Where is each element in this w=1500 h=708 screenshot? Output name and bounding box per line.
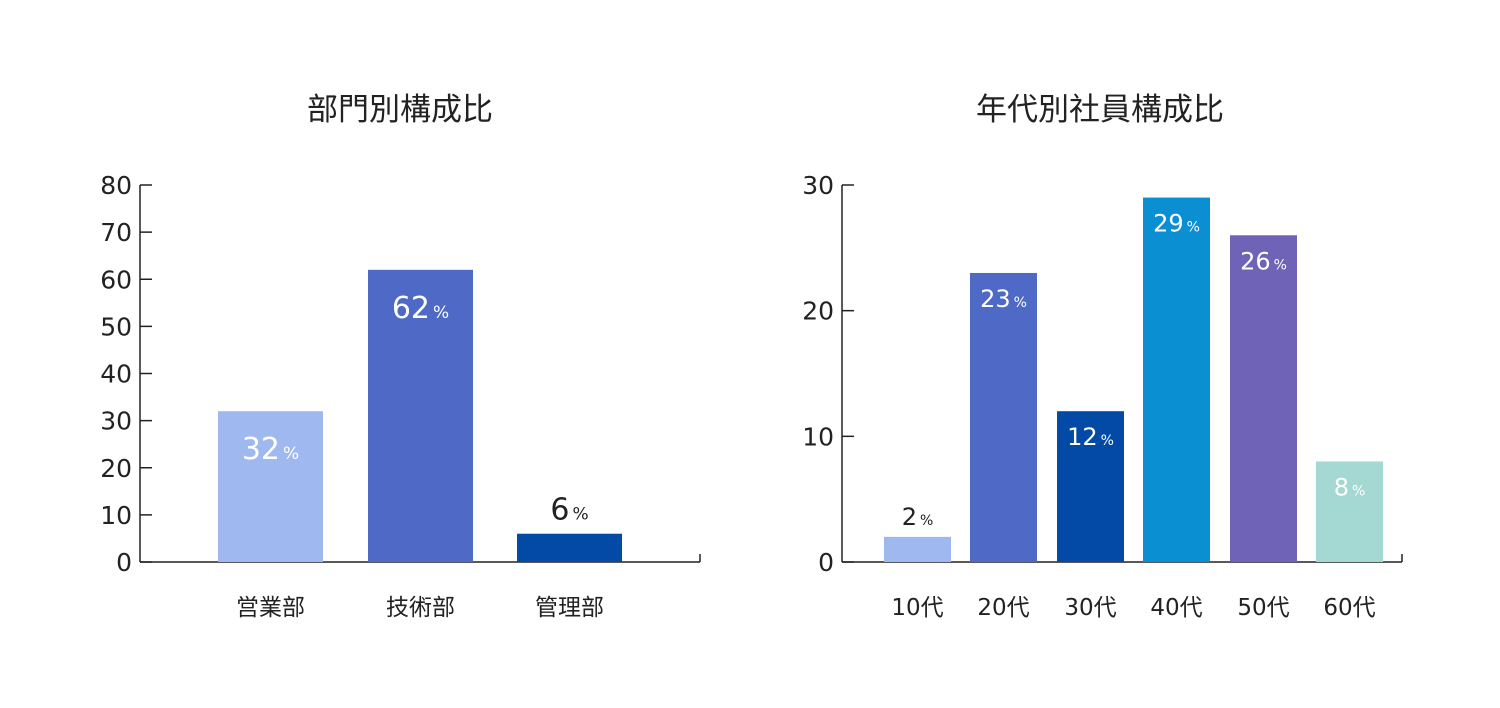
- data-label-value: 6: [550, 493, 569, 528]
- data-label: 6%: [550, 493, 588, 528]
- y-tick-label: 70: [100, 218, 132, 247]
- data-label: 26%: [1240, 247, 1287, 275]
- data-label-suffix: %: [920, 513, 933, 529]
- data-label: 8%: [1334, 473, 1366, 501]
- x-tick-label: 営業部: [236, 595, 305, 621]
- bar: [1143, 197, 1210, 563]
- data-label-value: 62: [392, 291, 430, 326]
- data-label-value: 23: [980, 285, 1011, 313]
- bar: [218, 411, 323, 562]
- data-label: 23%: [980, 285, 1027, 313]
- bar: [368, 269, 473, 562]
- data-label-value: 32: [242, 432, 280, 467]
- chart-1: 部門別構成比 0 10 20 30 40 50 60 70 80 32 % 営業部 62 % 技術部 6 % 管理部: [100, 92, 701, 621]
- x-tick-label: 技術部: [386, 595, 455, 621]
- x-tick-label: 60代: [1323, 595, 1375, 621]
- x-tick-label: 10代: [891, 595, 943, 621]
- data-label-suffix: %: [1101, 433, 1114, 449]
- data-label: 12%: [1067, 423, 1114, 451]
- bar: [1230, 235, 1297, 562]
- data-label-suffix: %: [1187, 220, 1200, 236]
- data-label-value: 29: [1153, 210, 1184, 238]
- data-label-suffix: %: [283, 444, 299, 464]
- chart-title: 年代別社員構成比: [976, 92, 1224, 128]
- y-tick-label: 0: [116, 548, 132, 577]
- data-label: 29%: [1153, 210, 1200, 238]
- y-tick-label: 0: [818, 548, 834, 577]
- y-tick-label: 10: [802, 422, 834, 451]
- data-label-suffix: %: [433, 303, 449, 323]
- bar: [884, 536, 951, 562]
- x-tick-label: 20代: [977, 595, 1029, 621]
- x-tick-label: 管理部: [535, 595, 604, 621]
- data-label: 62%: [392, 291, 449, 326]
- y-tick-label: 30: [802, 171, 834, 200]
- data-label: 32%: [242, 432, 299, 467]
- data-label-value: 8: [1334, 473, 1349, 501]
- x-tick-label: 50代: [1237, 595, 1289, 621]
- data-label-suffix: %: [1352, 483, 1365, 499]
- x-tick-label: 30代: [1064, 595, 1116, 621]
- y-tick-label: 60: [100, 265, 132, 294]
- y-tick-label: 30: [100, 407, 132, 436]
- data-label-value: 2: [902, 503, 917, 531]
- data-label-suffix: %: [572, 505, 588, 525]
- bar: [1057, 411, 1124, 562]
- data-label-value: 26: [1240, 247, 1271, 275]
- y-tick-label: 10: [100, 501, 132, 530]
- x-tick-label: 40代: [1150, 595, 1202, 621]
- y-tick-label: 20: [802, 297, 834, 326]
- y-tick-label: 50: [100, 312, 132, 341]
- bar: [970, 272, 1037, 562]
- data-label-value: 12: [1067, 423, 1098, 451]
- y-tick-label: 80: [100, 171, 132, 200]
- data-label-suffix: %: [1274, 257, 1287, 273]
- y-tick-label: 20: [100, 454, 132, 483]
- data-label-suffix: %: [1014, 295, 1027, 311]
- y-tick-label: 40: [100, 360, 132, 389]
- bar: [517, 533, 622, 562]
- bar: [1316, 461, 1383, 562]
- chart-title: 部門別構成比: [307, 92, 493, 128]
- data-label: 2%: [902, 503, 934, 531]
